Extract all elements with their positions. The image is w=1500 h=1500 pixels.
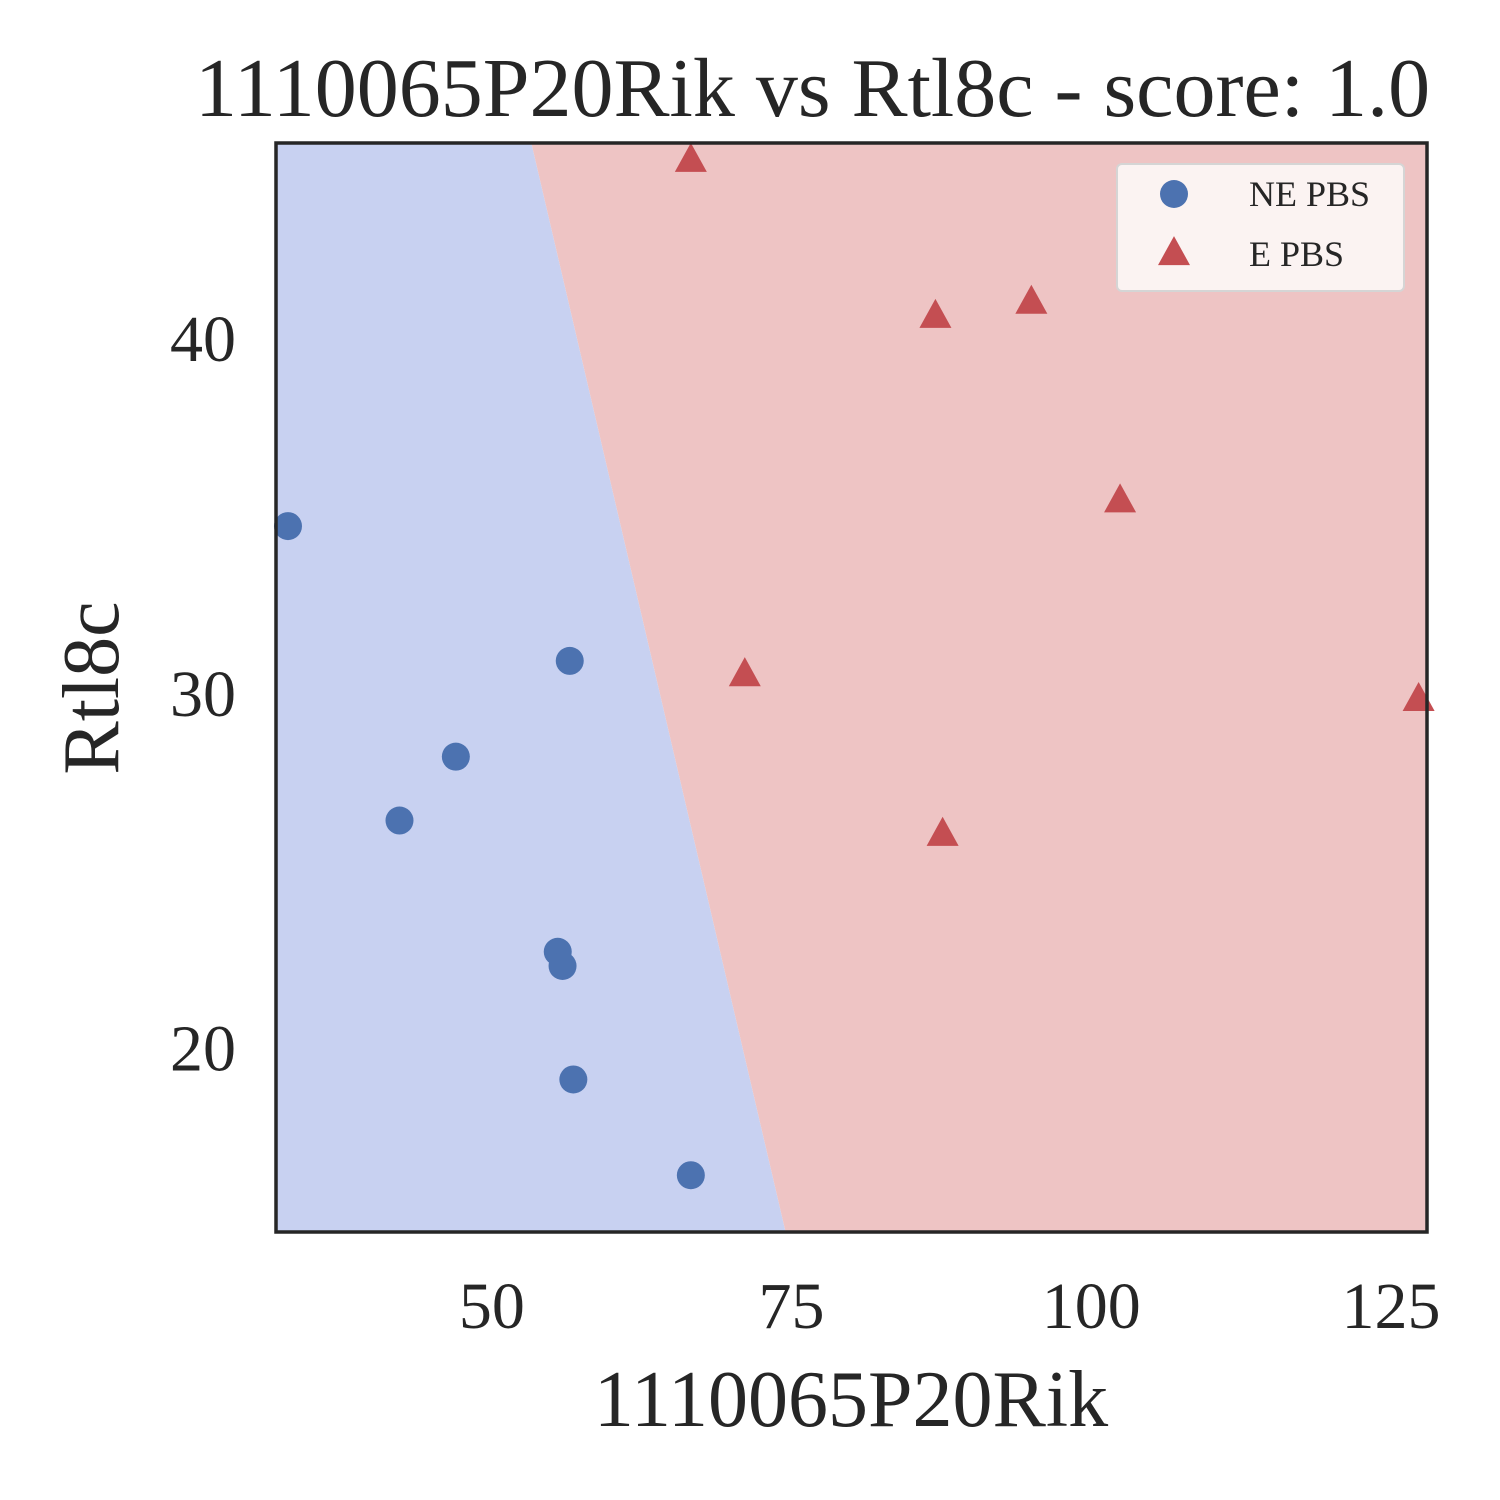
point-e-pbs [1104, 483, 1137, 513]
point-e-pbs [919, 298, 952, 328]
point-ne-pbs [548, 951, 577, 980]
point-e-pbs [1015, 284, 1048, 314]
legend: NE PBS E PBS [1116, 163, 1405, 292]
x-tick-label: 50 [459, 1270, 525, 1343]
x-axis-ticks: 50 75 100 125 [459, 1270, 1441, 1343]
legend-marker-ne-pbs [1160, 180, 1188, 208]
point-ne-pbs [555, 646, 584, 675]
y-axis-ticks: 20 30 40 [170, 303, 236, 1085]
y-tick-label: 30 [170, 658, 236, 731]
chart-title: 1110065P20Rik vs Rtl8c - score: 1.0 [195, 42, 1430, 135]
point-ne-pbs [676, 1161, 705, 1190]
region-e-pbs [531, 143, 1427, 1232]
point-ne-pbs [273, 512, 302, 541]
legend-label: E PBS [1249, 234, 1344, 274]
legend-box [1116, 163, 1405, 292]
plot-frame [274, 141, 1429, 1234]
legend-items: NE PBS E PBS [1158, 174, 1370, 274]
point-ne-pbs [441, 742, 470, 771]
x-tick-label: 125 [1342, 1270, 1441, 1343]
region-ne-pbs [276, 143, 786, 1232]
legend-label: NE PBS [1249, 174, 1370, 214]
y-tick-label: 40 [170, 303, 236, 376]
point-e-pbs [674, 142, 707, 172]
point-e-pbs [728, 657, 761, 687]
point-ne-pbs [385, 806, 414, 835]
x-tick-label: 75 [759, 1270, 825, 1343]
plot-area [273, 141, 1435, 1234]
decision-regions [276, 143, 1427, 1232]
x-axis-label: 1110065P20Rik [594, 1356, 1108, 1444]
data-markers [273, 142, 1435, 1190]
point-ne-pbs [559, 1065, 588, 1094]
x-tick-label: 100 [1042, 1270, 1141, 1343]
y-tick-label: 20 [170, 1013, 236, 1086]
y-axis-label: Rtl8c [48, 601, 136, 774]
legend-marker-e-pbs [1158, 236, 1190, 266]
point-e-pbs [926, 816, 959, 846]
